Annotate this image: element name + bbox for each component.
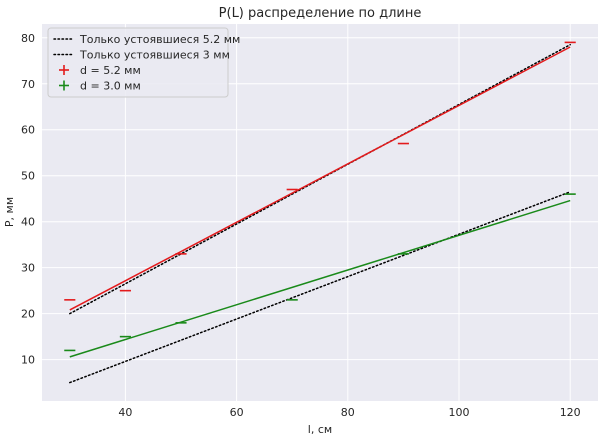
y-tick-label: 60	[21, 124, 35, 137]
legend: Только устоявшиеся 5.2 мм Только устоявши…	[47, 27, 240, 98]
y-tick-label: 30	[21, 262, 35, 275]
legend-label: Только устоявшиеся 5.2 мм	[79, 33, 240, 46]
legend-label: d = 3.0 мм	[80, 80, 141, 93]
chart-title: P(L) распределение по длине	[219, 6, 422, 21]
x-tick-label: 120	[560, 406, 581, 419]
y-tick-label: 20	[21, 308, 35, 321]
fit-line-4	[69, 46, 571, 311]
x-tick-label: 100	[449, 406, 470, 419]
x-tick-label: 80	[341, 406, 355, 419]
reference-line-1	[69, 191, 571, 384]
series-layer	[64, 41, 576, 384]
legend-label: Только устоявшиеся 3 мм	[79, 49, 230, 62]
legend-box	[47, 27, 229, 98]
x-tick-label: 60	[230, 406, 244, 419]
y-tick-label: 50	[21, 170, 35, 183]
y-axis-label: P, мм	[3, 197, 16, 227]
x-axis-label: l, см	[308, 423, 332, 436]
y-tick-label: 80	[21, 32, 35, 45]
legend-label: d = 5.2 мм	[80, 64, 141, 77]
x-tick-label: 40	[118, 406, 132, 419]
y-tick-label: 40	[21, 216, 35, 229]
fit-line-5	[69, 199, 571, 358]
grid	[42, 24, 598, 401]
tick-labels: 40 60 80 100 120 10 20 30 40 50 60 70 80	[21, 32, 581, 419]
y-tick-label: 10	[21, 354, 35, 367]
y-tick-label: 70	[21, 78, 35, 91]
